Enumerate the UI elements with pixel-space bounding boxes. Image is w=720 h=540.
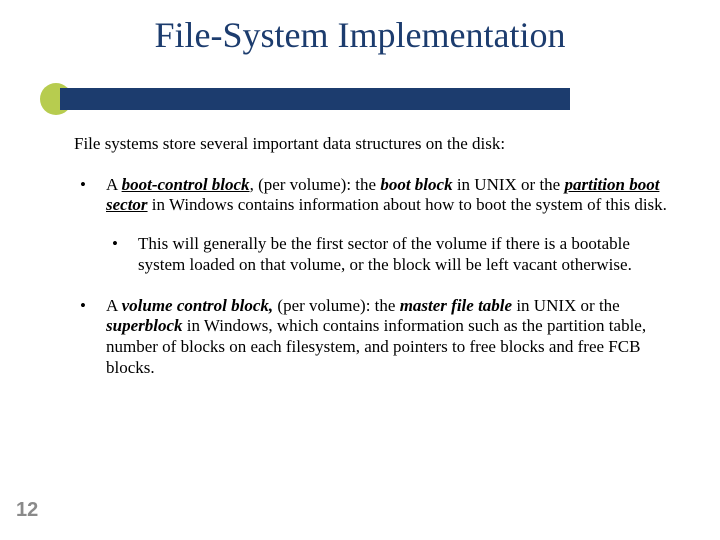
bullet-list: A boot-control block, (per volume): the …	[74, 175, 674, 379]
b2-pre: A	[106, 296, 122, 315]
body-text: File systems store several important dat…	[74, 134, 674, 399]
b1-term-boot-block: boot block	[380, 175, 452, 194]
bullet-1: A boot-control block, (per volume): the …	[74, 175, 674, 276]
slide: File-System Implementation File systems …	[0, 0, 720, 540]
b2-term-master-file-table: master file table	[400, 296, 512, 315]
b2-post: in Windows, which contains information s…	[106, 316, 646, 376]
b2-term-superblock: superblock	[106, 316, 183, 335]
b1-mid1: , (per volume): the	[250, 175, 381, 194]
bullet-2: A volume control block, (per volume): th…	[74, 296, 674, 379]
b1-term-boot-control-block: boot-control block	[122, 175, 250, 194]
b2-mid1: (per volume): the	[273, 296, 400, 315]
bullet-1a: This will generally be the first sector …	[106, 234, 674, 275]
b1-post: in Windows contains information about ho…	[148, 195, 667, 214]
sub-bullet-list-1: This will generally be the first sector …	[106, 234, 674, 275]
b1-mid2: in UNIX or the	[453, 175, 565, 194]
slide-title: File-System Implementation	[0, 14, 720, 56]
intro-line: File systems store several important dat…	[74, 134, 674, 155]
b1-pre: A	[106, 175, 122, 194]
title-rule	[60, 88, 570, 110]
b2-mid2: in UNIX or the	[512, 296, 620, 315]
page-number: 12	[16, 499, 38, 522]
b2-term-volume-control-block: volume control block,	[122, 296, 274, 315]
